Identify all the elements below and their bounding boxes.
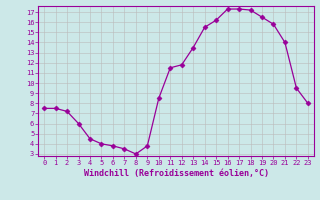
X-axis label: Windchill (Refroidissement éolien,°C): Windchill (Refroidissement éolien,°C) [84, 169, 268, 178]
